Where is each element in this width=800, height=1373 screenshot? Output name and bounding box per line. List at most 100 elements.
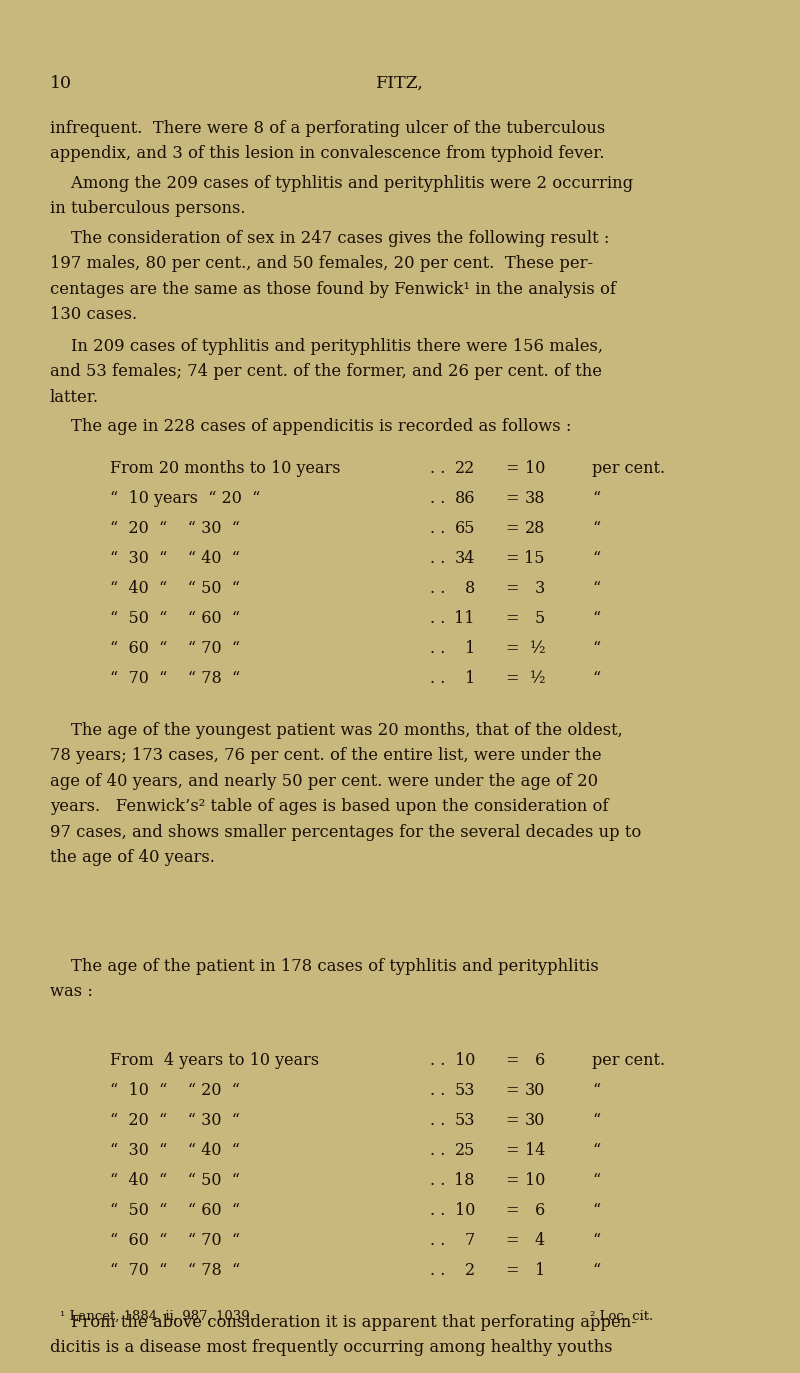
Text: . .: . . xyxy=(430,1112,446,1129)
Text: 8: 8 xyxy=(465,579,475,597)
Text: 10: 10 xyxy=(454,1052,475,1068)
Text: . .: . . xyxy=(430,1201,446,1219)
Text: “: “ xyxy=(592,1112,600,1129)
Text: 1: 1 xyxy=(534,1262,545,1278)
Text: . .: . . xyxy=(430,670,446,686)
Text: . .: . . xyxy=(430,520,446,537)
Text: 1: 1 xyxy=(465,640,475,658)
Text: . .: . . xyxy=(430,610,446,627)
Text: In 209 cases of typhlitis and perityphlitis there were 156 males,
and 53 females: In 209 cases of typhlitis and perityphli… xyxy=(50,338,603,406)
Text: per cent.: per cent. xyxy=(592,460,665,476)
Text: =: = xyxy=(505,460,518,476)
Text: From  4 years to 10 years: From 4 years to 10 years xyxy=(110,1052,319,1068)
Text: 1: 1 xyxy=(465,670,475,686)
Text: “: “ xyxy=(592,490,600,507)
Text: 10: 10 xyxy=(454,1201,475,1219)
Text: 6: 6 xyxy=(534,1052,545,1068)
Text: ½: ½ xyxy=(530,670,545,686)
Text: 14: 14 xyxy=(525,1141,545,1159)
Text: =: = xyxy=(505,1171,518,1189)
Text: . .: . . xyxy=(430,490,446,507)
Text: . .: . . xyxy=(430,579,446,597)
Text: From 20 months to 10 years: From 20 months to 10 years xyxy=(110,460,341,476)
Text: . .: . . xyxy=(430,1082,446,1098)
Text: “: “ xyxy=(592,1201,600,1219)
Text: =: = xyxy=(505,551,518,567)
Text: =: = xyxy=(505,520,518,537)
Text: 7: 7 xyxy=(465,1232,475,1248)
Text: The consideration of sex in 247 cases gives the following result :
197 males, 80: The consideration of sex in 247 cases gi… xyxy=(50,231,616,324)
Text: =: = xyxy=(505,490,518,507)
Text: “  30  “    “ 40  “: “ 30 “ “ 40 “ xyxy=(110,551,240,567)
Text: 30: 30 xyxy=(525,1082,545,1098)
Text: 3: 3 xyxy=(534,579,545,597)
Text: “  60  “    “ 70  “: “ 60 “ “ 70 “ xyxy=(110,640,240,658)
Text: “: “ xyxy=(592,1082,600,1098)
Text: . .: . . xyxy=(430,551,446,567)
Text: 28: 28 xyxy=(525,520,545,537)
Text: 65: 65 xyxy=(454,520,475,537)
Text: 22: 22 xyxy=(454,460,475,476)
Text: 4: 4 xyxy=(535,1232,545,1248)
Text: “  10  “    “ 20  “: “ 10 “ “ 20 “ xyxy=(110,1082,240,1098)
Text: Among the 209 cases of typhlitis and perityphlitis were 2 occurring
in tuberculo: Among the 209 cases of typhlitis and per… xyxy=(50,174,633,217)
Text: “: “ xyxy=(592,551,600,567)
Text: ¹ Lancet, 1884, ii. 987, 1039.: ¹ Lancet, 1884, ii. 987, 1039. xyxy=(60,1310,254,1324)
Text: 10: 10 xyxy=(525,460,545,476)
Text: . .: . . xyxy=(430,1141,446,1159)
Text: “: “ xyxy=(592,670,600,686)
Text: “  50  “    “ 60  “: “ 50 “ “ 60 “ xyxy=(110,1201,240,1219)
Text: 6: 6 xyxy=(534,1201,545,1219)
Text: “  60  “    “ 70  “: “ 60 “ “ 70 “ xyxy=(110,1232,240,1248)
Text: “  30  “    “ 40  “: “ 30 “ “ 40 “ xyxy=(110,1141,240,1159)
Text: “  70  “    “ 78  “: “ 70 “ “ 78 “ xyxy=(110,670,240,686)
Text: . .: . . xyxy=(430,640,446,658)
Text: 2: 2 xyxy=(465,1262,475,1278)
Text: 86: 86 xyxy=(454,490,475,507)
Text: 38: 38 xyxy=(525,490,545,507)
Text: =: = xyxy=(505,1232,518,1248)
Text: “: “ xyxy=(592,1262,600,1278)
Text: “: “ xyxy=(592,640,600,658)
Text: “  40  “    “ 50  “: “ 40 “ “ 50 “ xyxy=(110,579,240,597)
Text: 10: 10 xyxy=(525,1171,545,1189)
Text: 25: 25 xyxy=(454,1141,475,1159)
Text: =: = xyxy=(505,1141,518,1159)
Text: FITZ,: FITZ, xyxy=(376,76,424,92)
Text: The age in 228 cases of appendicitis is recorded as follows :: The age in 228 cases of appendicitis is … xyxy=(50,417,571,435)
Text: 18: 18 xyxy=(454,1171,475,1189)
Text: ½: ½ xyxy=(530,640,545,658)
Text: 53: 53 xyxy=(454,1082,475,1098)
Text: “  20  “    “ 30  “: “ 20 “ “ 30 “ xyxy=(110,1112,240,1129)
Text: . .: . . xyxy=(430,460,446,476)
Text: “: “ xyxy=(592,610,600,627)
Text: 5: 5 xyxy=(534,610,545,627)
Text: “: “ xyxy=(592,579,600,597)
Text: 53: 53 xyxy=(454,1112,475,1129)
Text: =: = xyxy=(505,1082,518,1098)
Text: 15: 15 xyxy=(525,551,545,567)
Text: 30: 30 xyxy=(525,1112,545,1129)
Text: “  40  “    “ 50  “: “ 40 “ “ 50 “ xyxy=(110,1171,240,1189)
Text: “  10 years  “ 20  “: “ 10 years “ 20 “ xyxy=(110,490,260,507)
Text: “: “ xyxy=(592,1141,600,1159)
Text: The age of the youngest patient was 20 months, that of the oldest,
78 years; 173: The age of the youngest patient was 20 m… xyxy=(50,722,642,866)
Text: =: = xyxy=(505,1201,518,1219)
Text: =: = xyxy=(505,640,518,658)
Text: . .: . . xyxy=(430,1052,446,1068)
Text: 10: 10 xyxy=(50,76,72,92)
Text: “  70  “    “ 78  “: “ 70 “ “ 78 “ xyxy=(110,1262,240,1278)
Text: =: = xyxy=(505,1052,518,1068)
Text: “: “ xyxy=(592,520,600,537)
Text: “: “ xyxy=(592,1171,600,1189)
Text: From the above consideration it is apparent that perforating appen-
dicitis is a: From the above consideration it is appar… xyxy=(50,1314,637,1357)
Text: infrequent.  There were 8 of a perforating ulcer of the tuberculous
appendix, an: infrequent. There were 8 of a perforatin… xyxy=(50,119,606,162)
Text: =: = xyxy=(505,610,518,627)
Text: =: = xyxy=(505,670,518,686)
Text: ² Loc. cit.: ² Loc. cit. xyxy=(590,1310,654,1324)
Text: The age of the patient in 178 cases of typhlitis and perityphlitis
was :: The age of the patient in 178 cases of t… xyxy=(50,958,598,1000)
Text: =: = xyxy=(505,1262,518,1278)
Text: per cent.: per cent. xyxy=(592,1052,665,1068)
Text: “  20  “    “ 30  “: “ 20 “ “ 30 “ xyxy=(110,520,240,537)
Text: 34: 34 xyxy=(454,551,475,567)
